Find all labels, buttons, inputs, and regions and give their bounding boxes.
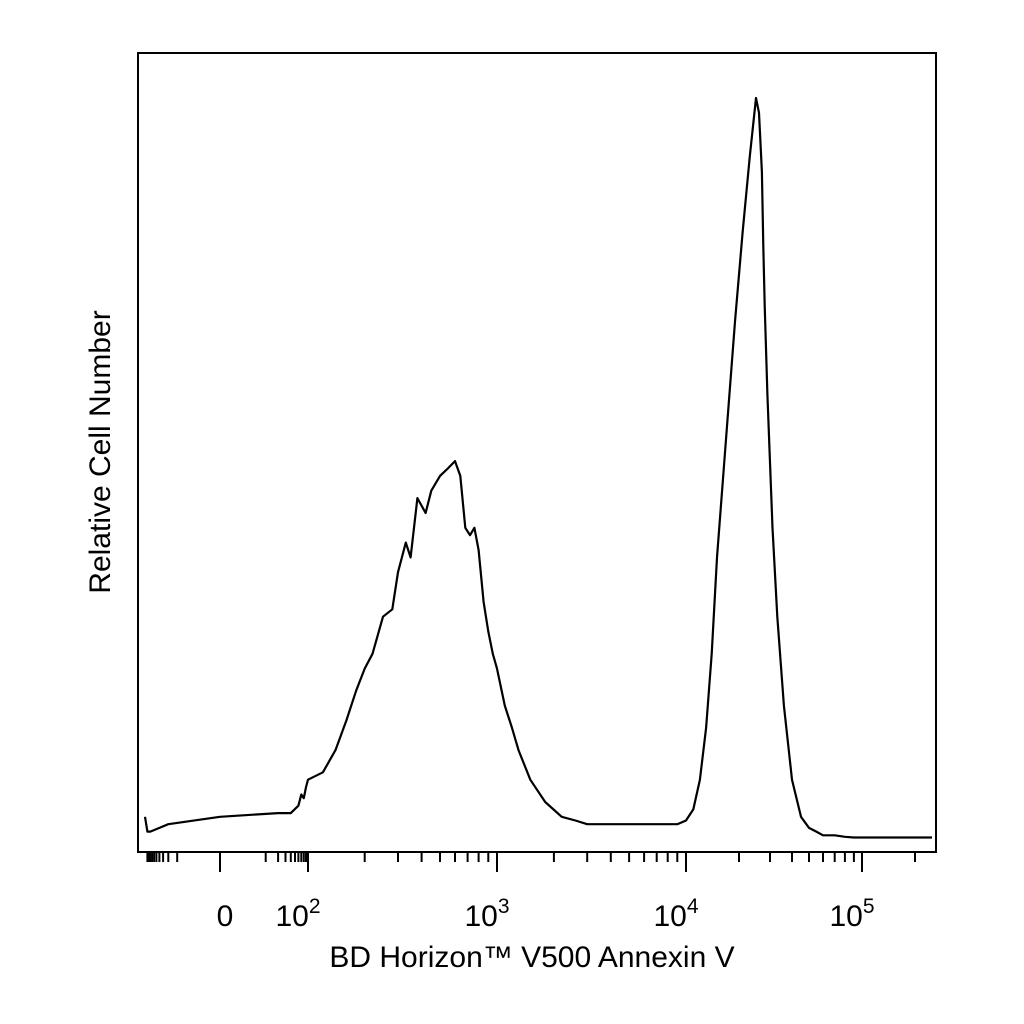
- x-axis-tick-labels: 0 102 103 104 105: [217, 895, 875, 933]
- x-tick-label: 103: [464, 895, 509, 933]
- plot-frame: [137, 52, 937, 853]
- x-axis-minor-ticks: [146, 852, 916, 862]
- x-axis-label: BD Horizon™ V500 Annexin V: [329, 941, 734, 974]
- y-axis-label: Relative Cell Number: [84, 310, 117, 593]
- x-tick-label: 104: [653, 895, 698, 933]
- x-axis-major-ticks: [219, 852, 863, 872]
- x-tick-label: 0: [217, 900, 234, 933]
- x-tick-label: 105: [829, 895, 874, 933]
- histogram-line: [143, 96, 932, 839]
- x-tick-label: 102: [275, 895, 320, 933]
